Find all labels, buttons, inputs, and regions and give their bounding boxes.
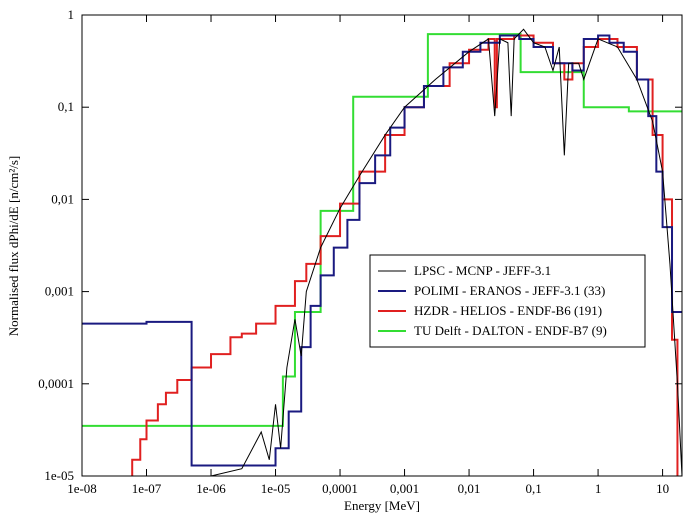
y-tick-label: 0,001: [45, 284, 74, 299]
series-line: [82, 33, 682, 427]
y-tick-label: 0,0001: [38, 376, 74, 391]
x-tick-label: 1: [595, 481, 602, 496]
x-tick-label: 0,001: [390, 481, 419, 496]
x-tick-label: 0,1: [525, 481, 541, 496]
x-tick-label: 1e-05: [261, 481, 291, 496]
series-line: [82, 34, 682, 467]
legend-label: LPSC - MCNP - JEFF-3.1: [414, 263, 551, 278]
x-tick-label: 1e-07: [132, 481, 162, 496]
x-tick-label: 1e-06: [196, 481, 226, 496]
legend-label: POLIMI - ERANOS - JEFF-3.1 (33): [414, 283, 605, 298]
legend-box: [369, 254, 646, 348]
x-tick-label: 10: [656, 481, 669, 496]
axes: 1e-08 1e-07 1e-06 1e-05 0,0001 0,001 0,01 0,1 1 1…: [38, 7, 682, 496]
x-axis-label: Energy [MeV]: [344, 498, 420, 513]
legend-label: HZDR - HELIOS - ENDF-B6 (191): [414, 303, 602, 318]
y-tick-label: 0,01: [51, 191, 74, 206]
y-tick-label: 1e-05: [44, 468, 74, 483]
x-tick-label: 0,0001: [322, 481, 358, 496]
plot-area: [82, 28, 682, 476]
y-tick-label: 0,1: [58, 99, 74, 114]
y-tick-label: 1: [68, 7, 75, 22]
y-axis-label: Normalised flux dPhi/dE [n/cm²/s]: [6, 156, 21, 336]
legend: LPSC - MCNP - JEFF-3.1 POLIMI - ERANOS - …: [369, 254, 646, 348]
plot-frame: [81, 14, 683, 477]
legend-label: TU Delft - DALTON - ENDF-B7 (9): [414, 323, 607, 338]
series-line: [210, 28, 682, 476]
x-tick-label: 1e-08: [67, 481, 97, 496]
x-tick-label: 0,01: [458, 481, 481, 496]
